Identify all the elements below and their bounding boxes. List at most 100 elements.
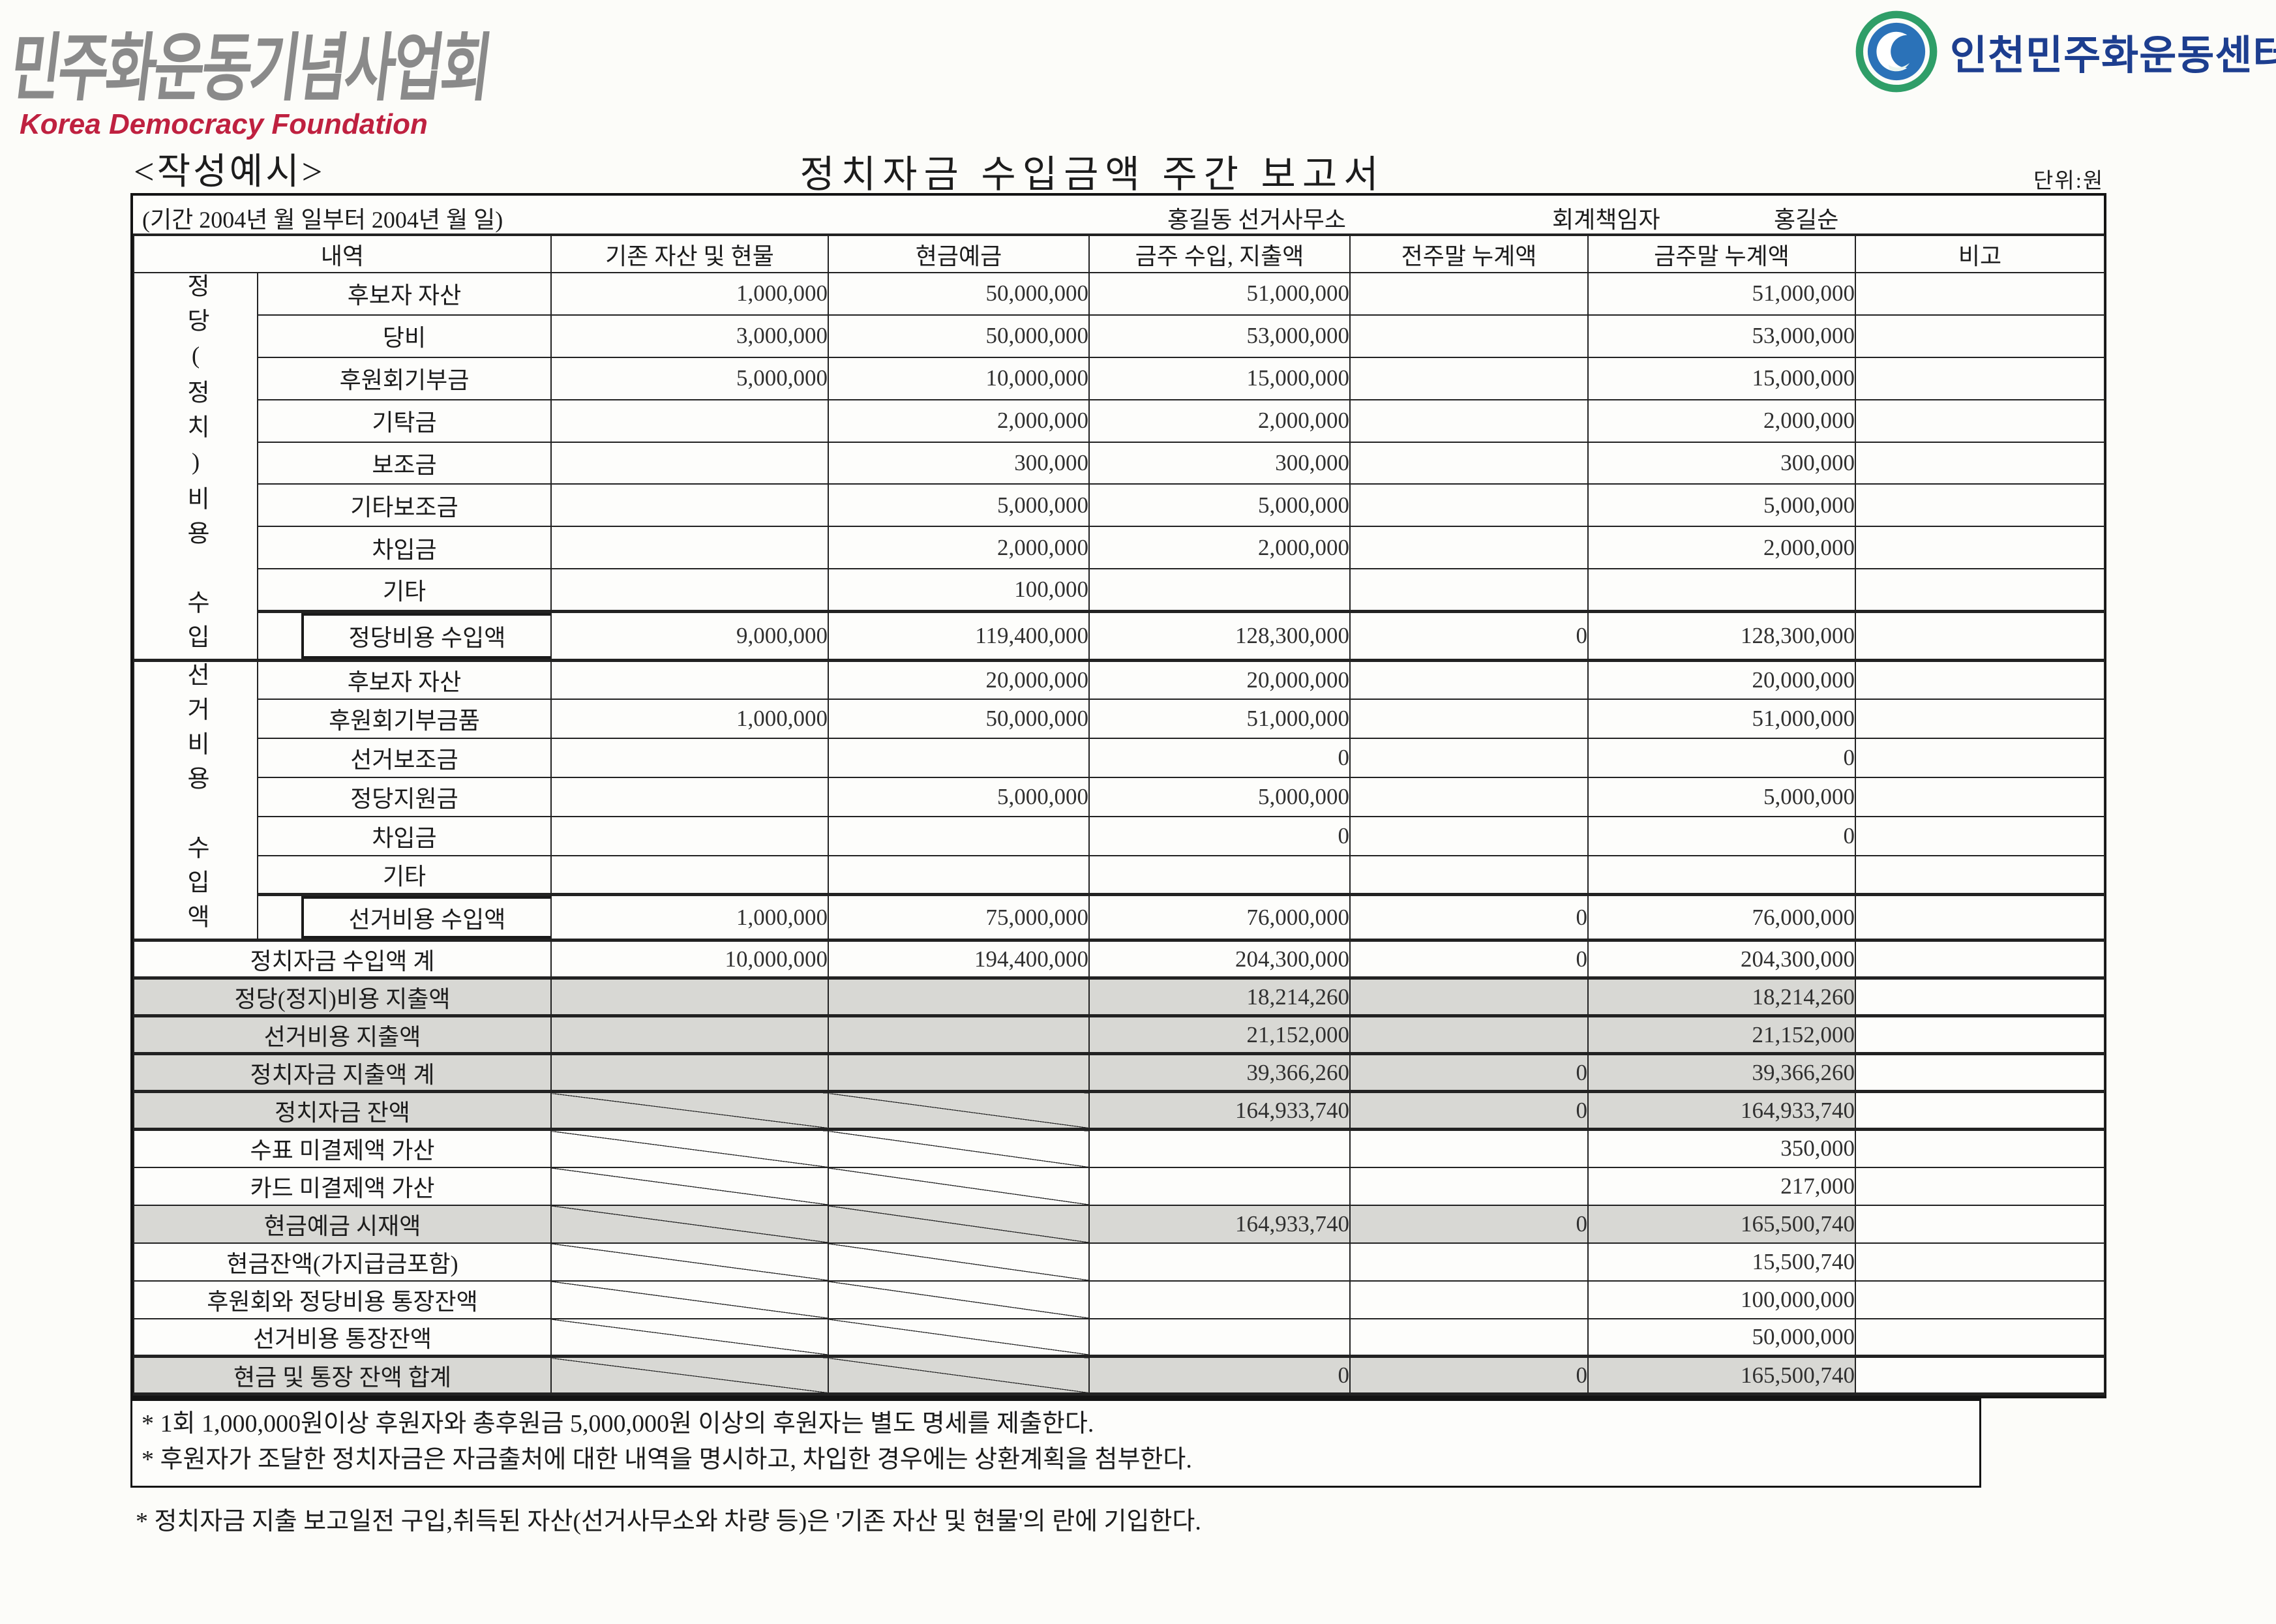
amount-cell: 15,500,740 [1587, 1242, 1856, 1282]
accountant-name: 홍길순 [1774, 207, 1839, 233]
amount-cell: 165,500,740 [1587, 1355, 1856, 1396]
amount-cell [1349, 568, 1589, 612]
subtotal-label-box: 정당비용 수입액 [301, 614, 550, 659]
group-label: 정당(정치)비용 수입 [182, 273, 209, 659]
row-label-cell: 정치자금 지출액 계 [133, 1052, 552, 1092]
group-label-cell: 정당(정치)비용 수입 [133, 272, 258, 661]
amount-cell [1088, 1317, 1351, 1357]
remark-cell [1855, 356, 2105, 400]
amount-cell [1349, 659, 1589, 700]
amount-cell: 18,214,260 [1088, 976, 1351, 1017]
amount-cell: 21,152,000 [1088, 1014, 1351, 1055]
amount-cell: 0 [1587, 738, 1856, 779]
footnote-2: * 후원자가 조달한 정치자금은 자금출처에 대한 내역을 명시하고, 차입한 … [142, 1446, 1192, 1474]
amount-cell: 164,933,740 [1088, 1090, 1351, 1130]
table-row: 선거비용 지출액 21,152,000 21,152,000 [133, 1014, 2105, 1055]
table-row: 기타 [134, 855, 2105, 895]
row-label-cell: 정당지원금 [257, 777, 552, 818]
amount-cell: 5,000,000 [828, 483, 1090, 528]
column-header-week-in-out: 금주 수입, 지출액 [1088, 235, 1351, 273]
amount-cell: 0 [1349, 609, 1589, 661]
amount-cell: 21,152,000 [1587, 1014, 1856, 1055]
amount-cell: 5,000,000 [1088, 777, 1351, 818]
group-label-cell: 선거비용 수입액 [133, 659, 258, 941]
amount-cell: 20,000,000 [1088, 659, 1351, 700]
remark-cell [1855, 855, 2105, 895]
row-label-cell: 후원회기부금품 [257, 699, 552, 740]
amount-cell [1349, 816, 1589, 857]
amount-cell [1349, 483, 1589, 528]
amount-cell: 128,300,000 [1088, 609, 1351, 661]
amount-cell [1088, 1128, 1351, 1168]
table-row: 보조금 300,000 300,000 300,000 [134, 441, 2105, 485]
row-label-cell: 기타 [257, 568, 552, 612]
row-label-cell: 후원회와 정당비용 통장잔액 [133, 1280, 552, 1319]
amount-cell: 51,000,000 [1587, 699, 1856, 740]
table-row: 현금예금 시재액 164,933,740 0 165,500,740 [133, 1204, 2105, 1244]
amount-cell: 50,000,000 [828, 314, 1090, 358]
amount-cell: 300,000 [828, 441, 1090, 485]
remark-cell [1855, 441, 2105, 485]
amount-cell [828, 855, 1090, 895]
remark-cell [1855, 1090, 2105, 1130]
remark-cell [1855, 939, 2105, 979]
amount-cell: 10,000,000 [828, 356, 1090, 400]
amount-cell [1349, 526, 1589, 570]
table-row: 현금잔액(가지급금포함) 15,500,740 [133, 1242, 2105, 1282]
amount-cell: 3,000,000 [550, 314, 829, 358]
amount-cell: 128,300,000 [1587, 609, 1856, 661]
amount-cell [828, 1242, 1090, 1282]
amount-cell [828, 1014, 1090, 1055]
footnote-box: * 1회 1,000,000원이상 후원자와 총후원금 5,000,000원 이… [130, 1398, 1981, 1488]
remark-cell [1855, 314, 2105, 358]
amount-cell [1587, 855, 1856, 895]
table-row: 기탁금 2,000,000 2,000,000 2,000,000 [134, 398, 2105, 443]
amount-cell [550, 1280, 829, 1319]
amount-cell [1349, 398, 1589, 443]
amount-cell [550, 1204, 829, 1244]
amount-cell: 165,500,740 [1587, 1204, 1856, 1244]
remark-cell [1855, 816, 2105, 857]
table-row: 후원회기부금품 1,000,000 50,000,000 51,000,000 51,0… [134, 699, 2105, 740]
row-label-cell: 정치자금 수입액 계 [133, 939, 552, 979]
amount-cell: 76,000,000 [1088, 893, 1351, 941]
amount-cell [1349, 1166, 1589, 1206]
amount-cell: 0 [1587, 816, 1856, 857]
table-row: 기타 100,000 [134, 568, 2105, 612]
table-row: 선거보조금 0 0 [134, 738, 2105, 779]
amount-cell: 0 [1088, 738, 1351, 779]
amount-cell: 300,000 [1587, 441, 1856, 485]
report-body: (기간 2004년 월 일부터 2004년 월 일) 홍길동 선거사무소 회계책… [130, 193, 2106, 1537]
amount-cell: 53,000,000 [1587, 314, 1856, 358]
amount-cell: 0 [1349, 939, 1589, 979]
remark-cell [1855, 893, 2105, 941]
remark-cell [1855, 976, 2105, 1017]
amount-cell: 2,000,000 [828, 526, 1090, 570]
amount-cell [550, 777, 829, 818]
report-period: (기간 2004년 월 일부터 2004년 월 일) [142, 207, 503, 233]
amount-cell: 50,000,000 [828, 699, 1090, 740]
accountant-label: 회계책임자 [1552, 207, 1660, 233]
row-label-cell: 정당(정지)비용 지출액 [133, 976, 552, 1017]
column-header-detail: 내역 [133, 235, 552, 273]
table-row: 정당(정지)비용 지출액 18,214,260 18,214,260 [133, 976, 2105, 1017]
remark-cell [1855, 1242, 2105, 1282]
amount-cell [550, 1242, 829, 1282]
incheon-center-emblem-icon [1855, 10, 1938, 93]
amount-cell [550, 855, 829, 895]
amount-cell [550, 526, 829, 570]
amount-cell [550, 1166, 829, 1206]
amount-cell: 2,000,000 [1088, 526, 1351, 570]
amount-cell [1088, 1242, 1351, 1282]
row-label-cell: 후보자 자산 [257, 272, 552, 316]
table-row: 현금 및 통장 잔액 합계 0 0 165,500,740 [133, 1355, 2105, 1396]
amount-cell [828, 976, 1090, 1017]
row-label-cell: 현금예금 시재액 [133, 1204, 552, 1244]
election-office-name: 홍길동 선거사무소 [1167, 207, 1346, 233]
amount-cell: 0 [1088, 816, 1351, 857]
amount-cell: 300,000 [1088, 441, 1351, 485]
subtotal-label-box: 선거비용 수입액 [301, 897, 550, 939]
amount-cell [1349, 976, 1589, 1017]
amount-cell [1349, 1280, 1589, 1319]
